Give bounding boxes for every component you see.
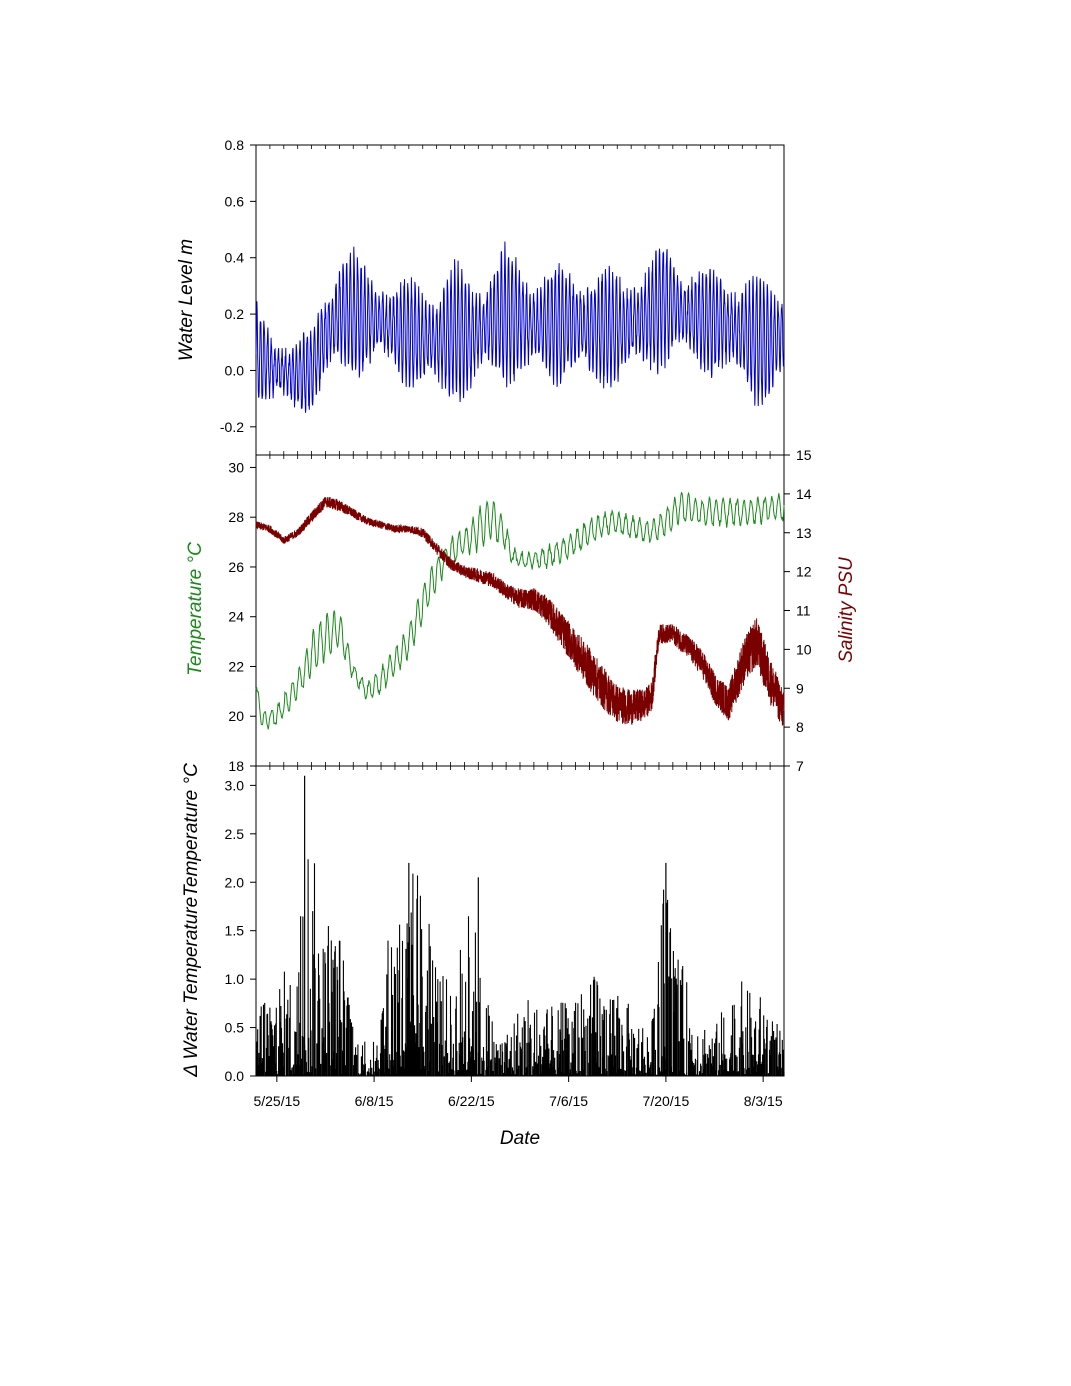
salinity-y-tick-label: 13: [796, 525, 812, 541]
delta-temperature-y-tick-label: 1.5: [225, 923, 245, 939]
delta-temperature-y-tick-label: 0.5: [225, 1020, 245, 1036]
salinity-y-tick-label: 9: [796, 680, 804, 696]
water-level-panel: -0.2 0.0 0.2 0.4 0.6 0.8 Water Level m: [176, 137, 785, 456]
date-tick-label: 7/20/15: [643, 1093, 690, 1109]
salinity-y-tick-label: 15: [796, 447, 812, 463]
water-level-y-label: Water Level m: [176, 239, 197, 361]
salinity-y-tick-label: 7: [796, 758, 804, 774]
date-tick-label: 7/6/15: [549, 1093, 588, 1109]
temperature-salinity-plot-frame: [255, 454, 785, 767]
temperature-y-tick-label: 28: [228, 509, 244, 525]
date-tick-label: 6/22/15: [448, 1093, 495, 1109]
date-x-ticks: 5/25/15 6/8/15 6/22/15 7/6/15 7/20/15 8/3/15: [253, 1076, 783, 1109]
temperature-y-tick-label: 24: [228, 609, 244, 625]
temperature-y-tick-label: 26: [228, 559, 244, 575]
temperature-salinity-series: [255, 491, 785, 730]
salinity-y-ticks: 7 8 9 10 11 12 13 14 15: [784, 447, 812, 774]
temperature-y-label: Temperature °C: [185, 542, 206, 676]
salinity-y-tick-label: 8: [796, 719, 804, 735]
date-tick-label: 8/3/15: [744, 1093, 783, 1109]
water-level-y-tick-label: 0.8: [225, 137, 245, 153]
temperature-y-tick-label: 20: [228, 708, 244, 724]
salinity-line: [255, 497, 785, 726]
temperature-y-ticks: 18 20 22 24 26 28 30: [228, 455, 785, 774]
water-level-y-tick-label: 0.6: [225, 193, 245, 209]
date-tick-label: 6/8/15: [355, 1093, 394, 1109]
temperature-y-tick-label: 22: [228, 658, 244, 674]
delta-temperature-y-tick-label: 2.0: [225, 874, 245, 890]
delta-temperature-y-tick-label: 1.0: [225, 971, 245, 987]
salinity-y-tick-label: 12: [796, 564, 812, 580]
salinity-y-tick-label: 10: [796, 641, 812, 657]
delta-temperature-panel: 0.0 0.5 1.0 1.5 2.0 2.5 3.0 5/25/15 6/8/15 6/22/…: [181, 763, 785, 1149]
delta-temperature-y-tick-label: 2.5: [225, 826, 245, 842]
delta-temperature-y-tick-label: 3.0: [225, 777, 245, 793]
temperature-salinity-panel: 18 20 22 24 26 28 30 7 8 9 10 11 12 13 14 15 Temperatu…: [185, 447, 857, 774]
salinity-y-tick-label: 14: [796, 486, 812, 502]
temperature-y-tick-label: 18: [228, 758, 244, 774]
water-level-y-tick-label: 0.0: [225, 362, 245, 378]
water-level-series: [255, 241, 785, 413]
water-level-line: [255, 241, 785, 413]
water-level-y-tick-label: 0.2: [225, 306, 245, 322]
temperature-line: [255, 491, 785, 730]
salinity-y-label: Salinity PSU: [836, 557, 857, 663]
delta-temperature-bars: [255, 859, 785, 1076]
delta-temperature-series: [255, 775, 785, 1076]
water-level-y-tick-label: -0.2: [220, 419, 244, 435]
delta-temperature-y-label: Δ Water TemperatureTemperature °C: [181, 763, 202, 1078]
delta-temperature-y-tick-label: 0.0: [225, 1068, 245, 1084]
date-x-label: Date: [500, 1128, 540, 1149]
date-tick-label: 5/25/15: [253, 1093, 300, 1109]
salinity-y-tick-label: 11: [796, 603, 811, 619]
water-level-y-tick-label: 0.4: [225, 250, 245, 266]
temperature-y-tick-label: 30: [228, 459, 244, 475]
water-level-y-ticks: -0.2 0.0 0.2 0.4 0.6 0.8: [220, 137, 785, 455]
